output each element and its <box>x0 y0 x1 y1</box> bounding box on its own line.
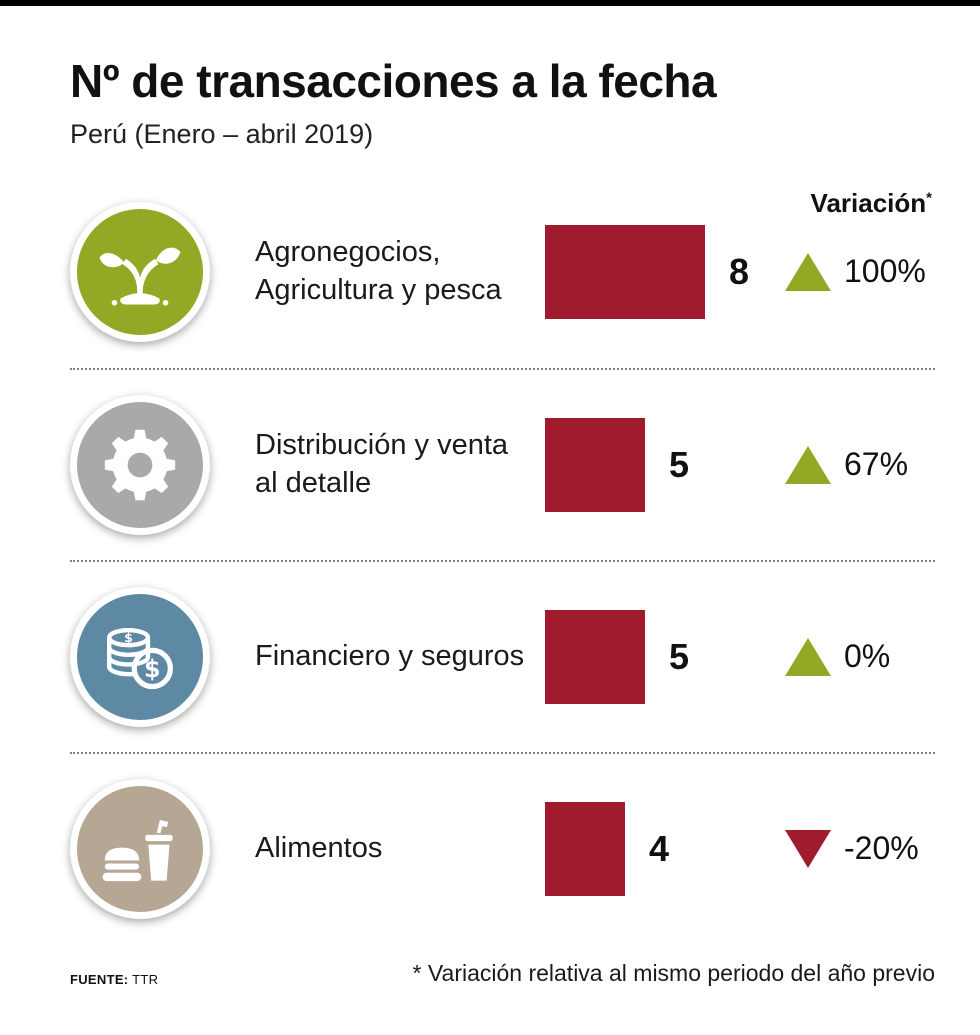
chart-row-financiero: $ $ Financiero y seguros 5 0% <box>70 559 935 752</box>
source: FUENTE: TTR <box>70 972 158 987</box>
variation-cell: 100% <box>785 252 935 291</box>
variation-value: -20% <box>844 830 919 867</box>
bar-value: 8 <box>729 250 750 292</box>
top-border <box>0 0 980 6</box>
variation-cell: -20% <box>785 829 935 868</box>
source-value: TTR <box>132 971 159 987</box>
icon-cell: $ $ <box>70 586 255 727</box>
variation-value: 0% <box>844 638 891 675</box>
burger-drink-icon <box>70 778 210 919</box>
bar <box>545 801 625 896</box>
chart-row-alimentos: Alimentos 4 -20% <box>70 751 935 944</box>
chart-row-agronegocios: Agronegocios, Agricultura y pesca 8 100% <box>70 176 935 368</box>
bar-cell: 5 <box>545 609 785 704</box>
variation-asterisk: * <box>926 189 932 207</box>
subtitle: Perú (Enero – abril 2019) <box>70 118 374 149</box>
footer: FUENTE: TTR * Variación relativa al mism… <box>70 960 935 987</box>
category-label: Distribución y venta al detalle <box>255 429 509 499</box>
chart-row-distribucion: Distribución y venta al detalle 5 67% <box>70 367 935 560</box>
up-triangle-icon <box>785 637 831 676</box>
variation-cell: 67% <box>785 445 935 484</box>
icon-cell <box>70 778 255 919</box>
icon-cell <box>70 201 255 342</box>
bar <box>545 609 645 704</box>
variation-value: 100% <box>844 253 926 290</box>
category-label: Alimentos <box>255 832 383 865</box>
bar-value: 5 <box>669 635 690 677</box>
svg-text:$: $ <box>124 631 133 645</box>
bar <box>545 224 705 319</box>
svg-text:$: $ <box>144 655 161 683</box>
icon-cell <box>70 394 255 535</box>
up-triangle-icon <box>785 445 831 484</box>
bar-cell: 5 <box>545 417 785 512</box>
variation-column-header: Variación* <box>811 188 932 219</box>
category-label: Financiero y seguros <box>255 640 525 673</box>
variation-cell: 0% <box>785 637 935 676</box>
variation-label: Variación <box>810 188 927 218</box>
gear-icon <box>70 394 210 535</box>
up-triangle-icon <box>785 252 831 291</box>
bar-value: 4 <box>649 827 670 869</box>
source-label: FUENTE: <box>70 971 129 987</box>
bar <box>545 417 645 512</box>
variation-value: 67% <box>844 446 909 483</box>
plant-icon <box>70 201 210 342</box>
chart-rows: Agronegocios, Agricultura y pesca 8 100%… <box>70 176 935 944</box>
coins-icon: $ $ <box>70 586 210 727</box>
bar-cell: 4 <box>545 801 785 896</box>
down-triangle-icon <box>785 829 831 868</box>
page-title: Nº de transacciones a la fecha <box>70 55 717 107</box>
bar-value: 5 <box>669 443 690 485</box>
footnote: * Variación relativa al mismo periodo de… <box>412 959 935 986</box>
category-label: Agronegocios, Agricultura y pesca <box>255 236 502 306</box>
bar-cell: 8 <box>545 224 785 319</box>
